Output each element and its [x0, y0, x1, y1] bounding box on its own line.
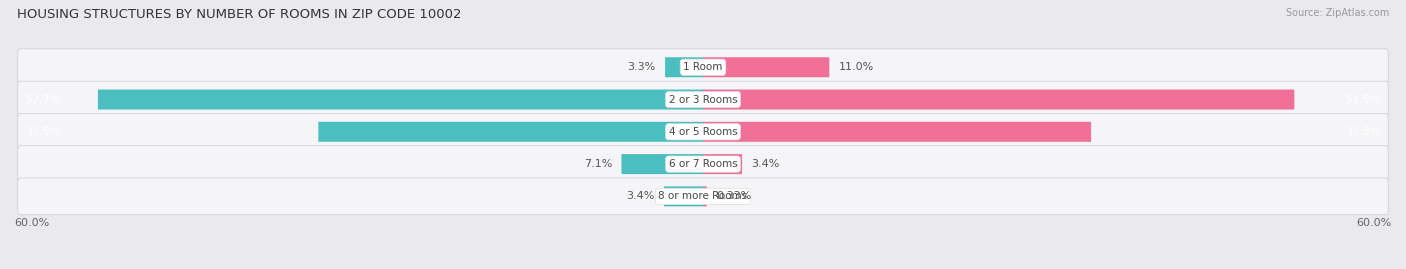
Text: 52.7%: 52.7%: [25, 94, 60, 105]
Text: 4 or 5 Rooms: 4 or 5 Rooms: [669, 127, 737, 137]
Text: HOUSING STRUCTURES BY NUMBER OF ROOMS IN ZIP CODE 10002: HOUSING STRUCTURES BY NUMBER OF ROOMS IN…: [17, 8, 461, 21]
FancyBboxPatch shape: [703, 186, 707, 206]
FancyBboxPatch shape: [664, 186, 703, 206]
Text: 3.4%: 3.4%: [627, 191, 655, 201]
Text: 0.33%: 0.33%: [716, 191, 751, 201]
FancyBboxPatch shape: [18, 81, 1388, 118]
FancyBboxPatch shape: [621, 154, 703, 174]
Text: 33.5%: 33.5%: [25, 127, 60, 137]
FancyBboxPatch shape: [18, 178, 1388, 215]
FancyBboxPatch shape: [18, 146, 1388, 182]
Text: 3.3%: 3.3%: [627, 62, 657, 72]
FancyBboxPatch shape: [703, 57, 830, 77]
Text: 33.8%: 33.8%: [1346, 127, 1381, 137]
FancyBboxPatch shape: [98, 90, 703, 109]
FancyBboxPatch shape: [703, 154, 742, 174]
Text: 51.5%: 51.5%: [1346, 94, 1381, 105]
Text: 11.0%: 11.0%: [838, 62, 873, 72]
Text: 60.0%: 60.0%: [1357, 218, 1392, 228]
Text: 60.0%: 60.0%: [14, 218, 49, 228]
Text: 6 or 7 Rooms: 6 or 7 Rooms: [669, 159, 737, 169]
FancyBboxPatch shape: [18, 114, 1388, 150]
FancyBboxPatch shape: [18, 49, 1388, 86]
FancyBboxPatch shape: [703, 90, 1295, 109]
FancyBboxPatch shape: [665, 57, 703, 77]
FancyBboxPatch shape: [703, 122, 1091, 142]
Text: 8 or more Rooms: 8 or more Rooms: [658, 191, 748, 201]
FancyBboxPatch shape: [318, 122, 703, 142]
Text: 1 Room: 1 Room: [683, 62, 723, 72]
Text: 3.4%: 3.4%: [751, 159, 779, 169]
Text: 7.1%: 7.1%: [583, 159, 612, 169]
Text: Source: ZipAtlas.com: Source: ZipAtlas.com: [1285, 8, 1389, 18]
Text: 2 or 3 Rooms: 2 or 3 Rooms: [669, 94, 737, 105]
